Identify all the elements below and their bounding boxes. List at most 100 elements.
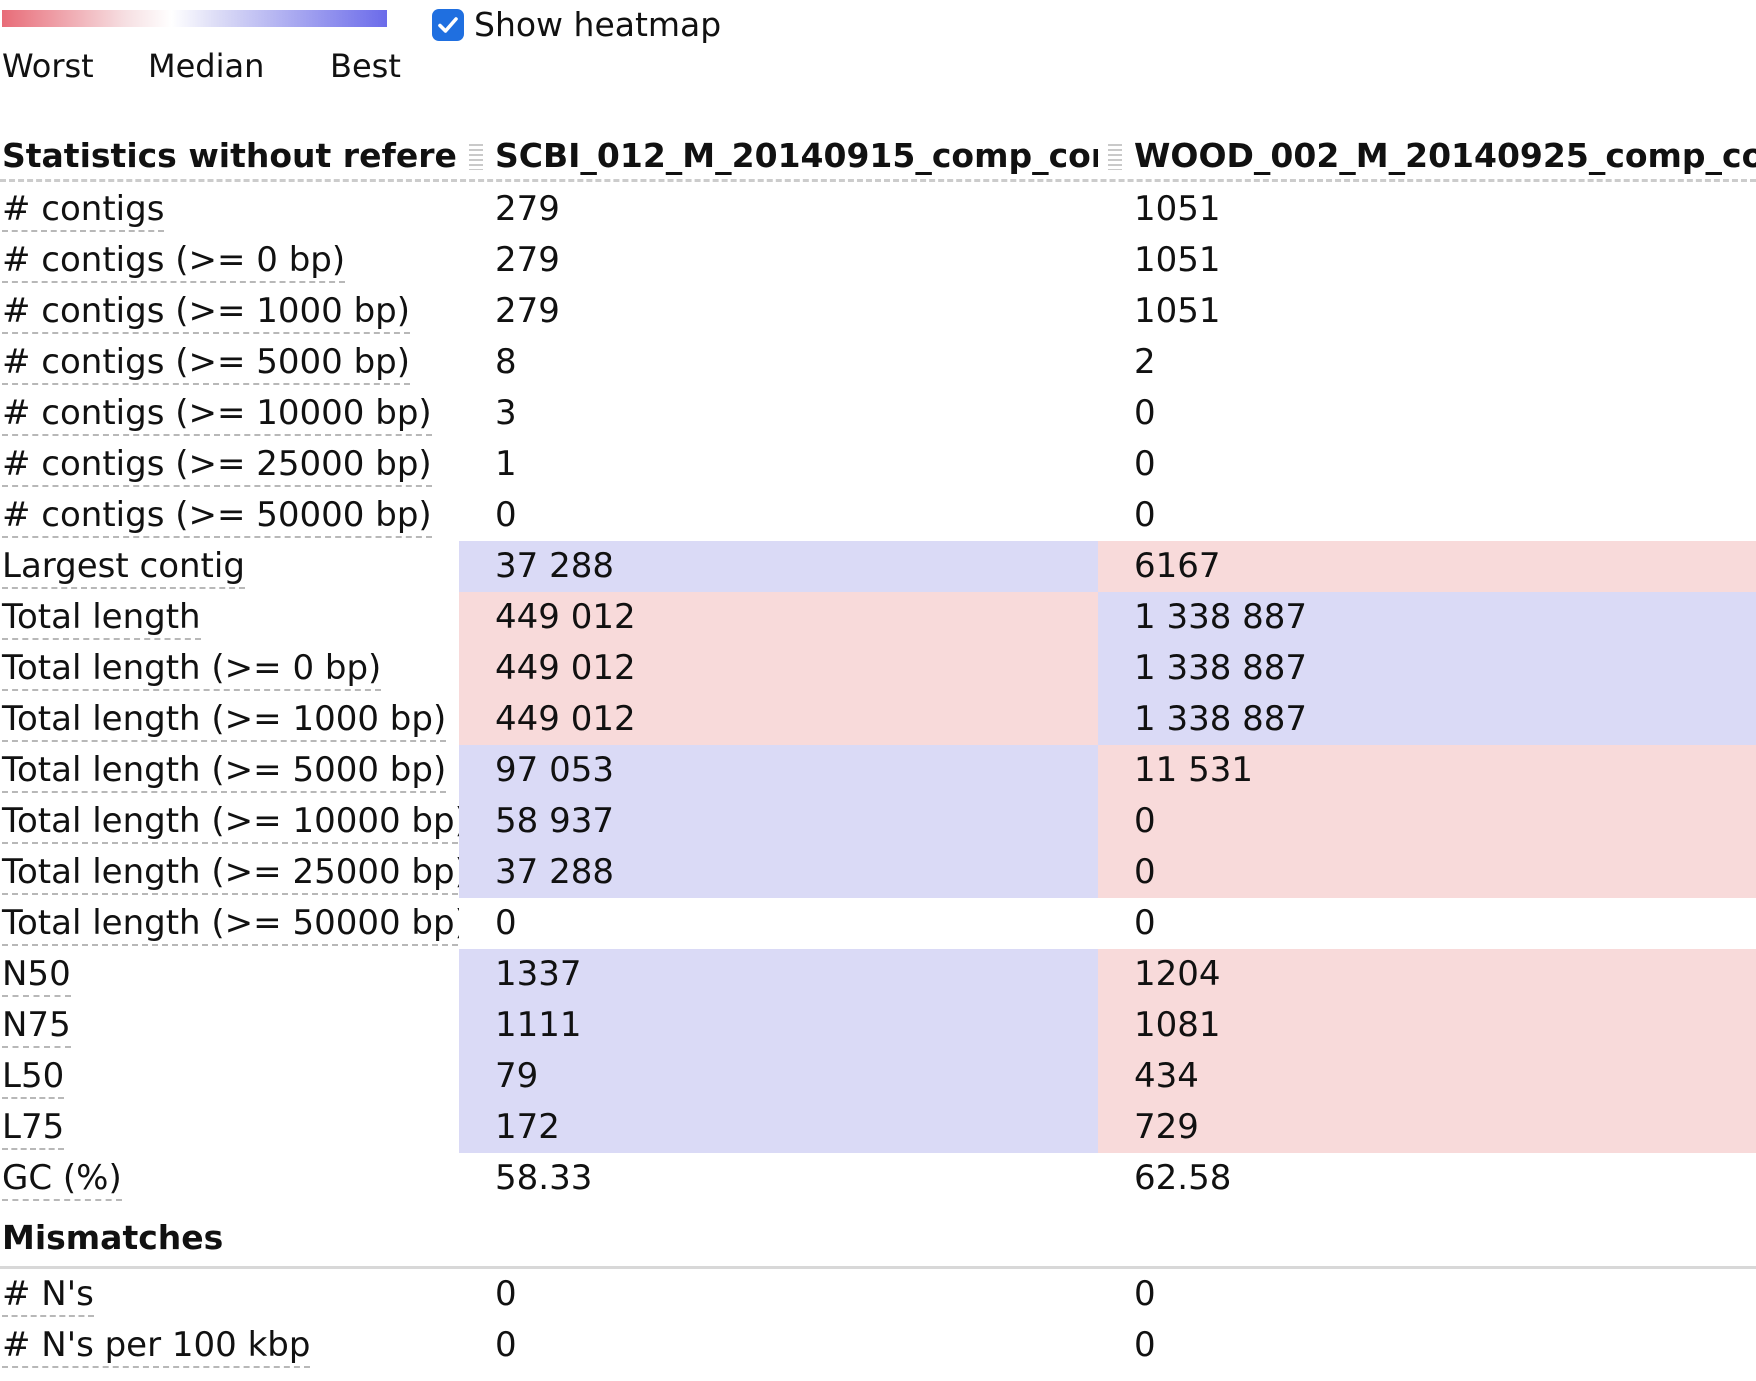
show-heatmap-label[interactable]: Show heatmap: [474, 5, 722, 44]
value-cell-scbi: 279: [495, 240, 560, 280]
metric-name[interactable]: Total length (>= 0 bp): [2, 648, 382, 691]
metric-name-cell: Total length (>= 5000 bp): [0, 745, 459, 796]
metric-name[interactable]: Total length (>= 10000 bp): [2, 801, 459, 844]
value-cell-scbi: 37 288: [459, 541, 1098, 592]
value-cell-wood: 0: [1098, 796, 1756, 847]
metric-name[interactable]: # contigs (>= 0 bp): [2, 240, 346, 283]
metric-name[interactable]: GC (%): [2, 1158, 122, 1201]
metric-name-cell: Total length (>= 50000 bp): [0, 898, 459, 949]
metric-name[interactable]: Largest contig: [2, 546, 245, 589]
column-header-scbi[interactable]: SCBI_012_M_20140915_comp_cont...: [459, 133, 1098, 179]
value-cell-wood: 1204: [1098, 949, 1756, 1000]
value-cell-wood: 1 338 887: [1098, 694, 1756, 745]
value-cell-scbi: 37 288: [459, 847, 1098, 898]
metric-name-cell: # contigs (>= 50000 bp): [0, 490, 459, 541]
metric-name[interactable]: Total length (>= 25000 bp): [2, 852, 459, 895]
value-cell-scbi: 0: [495, 1274, 517, 1314]
value-cell-wood: 0: [1134, 495, 1156, 535]
table-header-row: Statistics without reference SCBI_012_M_…: [0, 133, 1756, 182]
value-cell-wood: 2: [1134, 342, 1156, 382]
metric-name[interactable]: # contigs (>= 50000 bp): [2, 495, 432, 538]
table-row: N50 1337 1204: [0, 949, 1756, 1000]
show-heatmap-checkbox[interactable]: [432, 9, 464, 41]
metric-name-cell: Total length (>= 1000 bp): [0, 694, 459, 745]
metric-name[interactable]: Total length (>= 5000 bp): [2, 750, 447, 793]
value-cell-wood: 62.58: [1134, 1158, 1232, 1198]
table-row: Total length (>= 50000 bp) 0 0: [0, 898, 1756, 949]
table-row: # contigs (>= 5000 bp) 8 2: [0, 337, 1756, 388]
value-cell-scbi: 0: [495, 1325, 517, 1365]
metric-name[interactable]: L75: [2, 1107, 65, 1150]
show-heatmap-toggle[interactable]: Show heatmap: [432, 2, 721, 48]
metric-name-cell: L75: [0, 1102, 459, 1153]
table-row: Largest contig 37 288 6167: [0, 541, 1756, 592]
table-row: Total length (>= 25000 bp) 37 288 0: [0, 847, 1756, 898]
metric-name[interactable]: N50: [2, 954, 71, 997]
metric-name-cell: # contigs (>= 10000 bp): [0, 388, 459, 439]
table-row: Total length (>= 1000 bp) 449 012 1 338 88…: [0, 694, 1756, 745]
metric-name[interactable]: # contigs (>= 1000 bp): [2, 291, 411, 334]
metric-name-cell: Total length (>= 10000 bp): [0, 796, 459, 847]
value-cell-wood: 0: [1134, 1325, 1156, 1365]
metric-name[interactable]: # N's per 100 kbp: [2, 1325, 311, 1368]
value-cell-scbi: 449 012: [459, 592, 1098, 643]
table-row: Total length 449 012 1 338 887: [0, 592, 1756, 643]
value-cell-wood: 0: [1134, 444, 1156, 484]
value-cell-scbi: 172: [459, 1102, 1098, 1153]
value-cell-wood: 729: [1098, 1102, 1756, 1153]
metric-name[interactable]: # contigs (>= 25000 bp): [2, 444, 432, 487]
metric-name-cell: Total length (>= 0 bp): [0, 643, 459, 694]
table-row: # contigs 279 1051: [0, 184, 1756, 235]
table-row: Total length (>= 5000 bp) 97 053 11 531: [0, 745, 1756, 796]
value-cell-scbi: 79: [459, 1051, 1098, 1102]
value-cell-wood: 6167: [1098, 541, 1756, 592]
metric-name-cell: # contigs (>= 0 bp): [0, 235, 459, 286]
statistics-header-title: Statistics without reference: [2, 136, 459, 175]
table-row: GC (%) 58.33 62.58: [0, 1153, 1756, 1204]
legend-worst-label: Worst: [2, 47, 94, 85]
column-header-scbi-label: SCBI_012_M_20140915_comp_cont...: [495, 136, 1098, 175]
metric-name[interactable]: L50: [2, 1056, 65, 1099]
metric-name-cell: # contigs: [0, 184, 459, 235]
metric-name[interactable]: N75: [2, 1005, 71, 1048]
metric-name-cell: Total length (>= 25000 bp): [0, 847, 459, 898]
metric-name-cell: Largest contig: [0, 541, 459, 592]
metric-name-cell: # contigs (>= 5000 bp): [0, 337, 459, 388]
metric-name-cell: N50: [0, 949, 459, 1000]
mismatches-title: Mismatches: [2, 1218, 224, 1257]
checkmark-icon: [438, 17, 458, 33]
value-cell-scbi: 449 012: [459, 694, 1098, 745]
metric-name[interactable]: Total length (>= 1000 bp): [2, 699, 447, 742]
metric-name[interactable]: # contigs (>= 10000 bp): [2, 393, 432, 436]
value-cell-scbi: 1: [495, 444, 517, 484]
table-row: # contigs (>= 10000 bp) 3 0: [0, 388, 1756, 439]
value-cell-scbi: 97 053: [459, 745, 1098, 796]
column-header-wood-label: WOOD_002_M_20140925_comp_cont...: [1134, 136, 1756, 175]
value-cell-wood: 1 338 887: [1098, 643, 1756, 694]
value-cell-wood: 0: [1134, 393, 1156, 433]
metric-name-cell: # contigs (>= 25000 bp): [0, 439, 459, 490]
table-row: # contigs (>= 0 bp) 279 1051: [0, 235, 1756, 286]
metric-name-cell: Total length: [0, 592, 459, 643]
column-header-wood[interactable]: WOOD_002_M_20140925_comp_cont...: [1098, 133, 1756, 179]
metric-name[interactable]: # N's: [2, 1274, 94, 1317]
table-row: Total length (>= 10000 bp) 58 937 0: [0, 796, 1756, 847]
drag-handle-icon[interactable]: [469, 144, 483, 170]
value-cell-scbi: 0: [495, 903, 517, 943]
metric-name-cell: GC (%): [0, 1153, 459, 1204]
value-cell-scbi: 1337: [459, 949, 1098, 1000]
statistics-table: Statistics without reference SCBI_012_M_…: [0, 133, 1756, 1371]
value-cell-wood: 434: [1098, 1051, 1756, 1102]
metric-name[interactable]: Total length (>= 50000 bp): [2, 903, 459, 946]
table-row: # contigs (>= 1000 bp) 279 1051: [0, 286, 1756, 337]
value-cell-scbi: 8: [495, 342, 517, 382]
table-row: N75 1111 1081: [0, 1000, 1756, 1051]
table-row: L50 79 434: [0, 1051, 1756, 1102]
metric-name[interactable]: # contigs: [2, 189, 165, 232]
value-cell-wood: 1 338 887: [1098, 592, 1756, 643]
metric-name[interactable]: Total length: [2, 597, 201, 640]
drag-handle-icon[interactable]: [1108, 144, 1122, 170]
table-row: # contigs (>= 25000 bp) 1 0: [0, 439, 1756, 490]
metric-name[interactable]: # contigs (>= 5000 bp): [2, 342, 411, 385]
value-cell-wood: 11 531: [1098, 745, 1756, 796]
